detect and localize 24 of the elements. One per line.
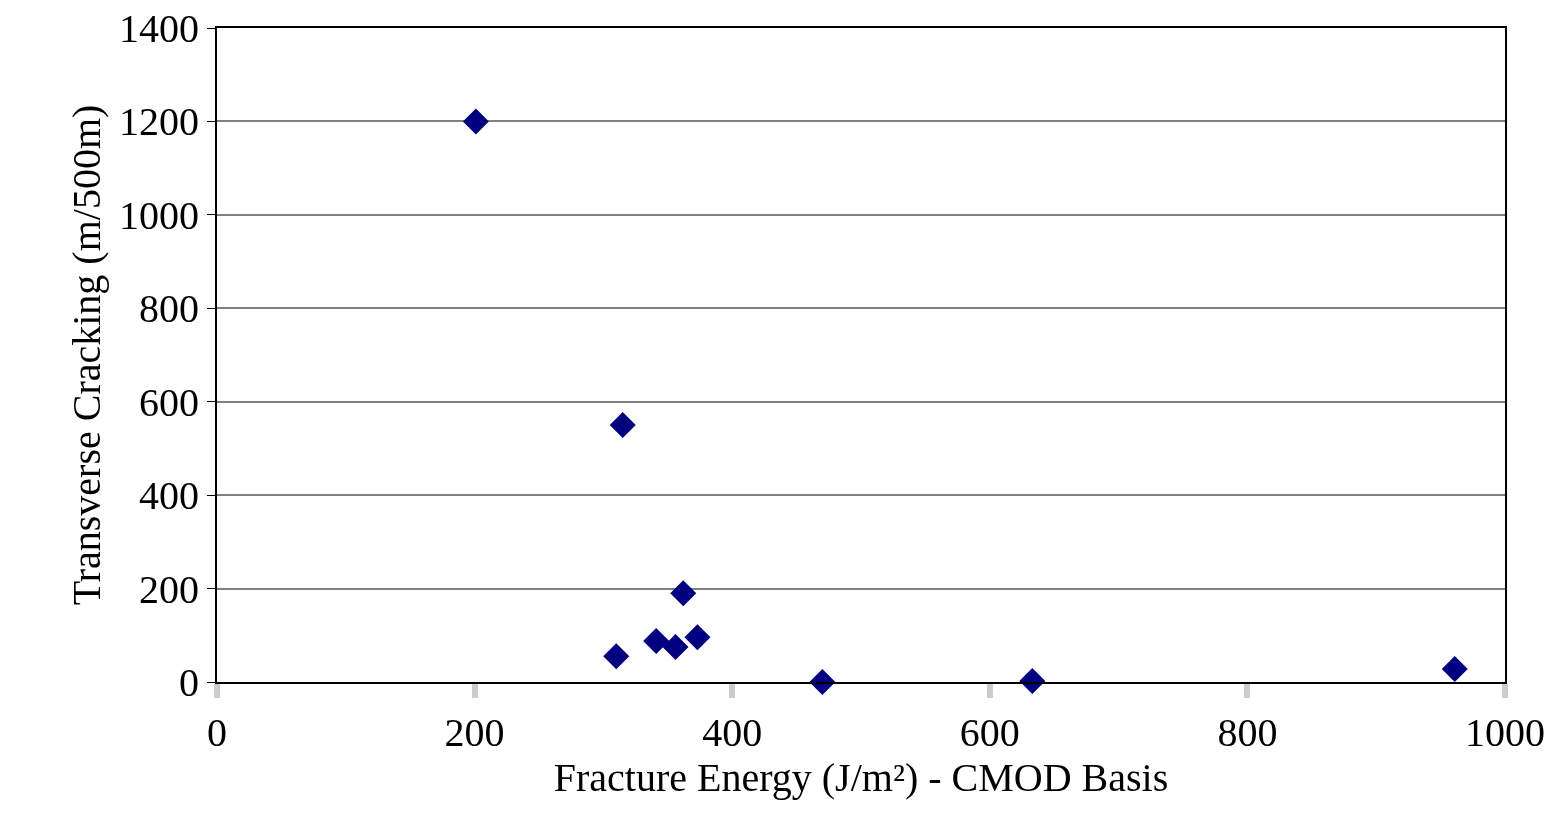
point (662, 633, 689, 660)
y-tick-label: 800 (139, 286, 199, 332)
y-tick-label: 1400 (119, 6, 199, 51)
x-tick-label: 800 (1217, 710, 1278, 755)
y-tick-label: 200 (139, 566, 199, 612)
point (670, 580, 697, 607)
point (684, 624, 711, 651)
x-tick-label: 600 (959, 710, 1020, 755)
y-axis-title: Transverse Cracking (m/500m) (64, 104, 109, 606)
x-tick-label: 400 (702, 710, 763, 755)
point (603, 643, 630, 670)
y-tick-label: 1200 (119, 99, 199, 145)
point (462, 108, 489, 135)
x-axis-title: Fracture Energy (J/m²) - CMOD Basis (553, 755, 1169, 800)
point (1441, 655, 1468, 682)
point (609, 412, 636, 439)
point (643, 627, 670, 654)
y-tick-label: 1000 (119, 192, 199, 238)
x-tick-label: 200 (444, 710, 505, 755)
x-tick-label: 0 (207, 710, 227, 755)
y-tick-label: 600 (139, 379, 199, 425)
x-tick-label: 1000 (1465, 710, 1545, 755)
y-tick-label: 0 (179, 660, 199, 705)
y-tick-label: 400 (139, 473, 199, 519)
